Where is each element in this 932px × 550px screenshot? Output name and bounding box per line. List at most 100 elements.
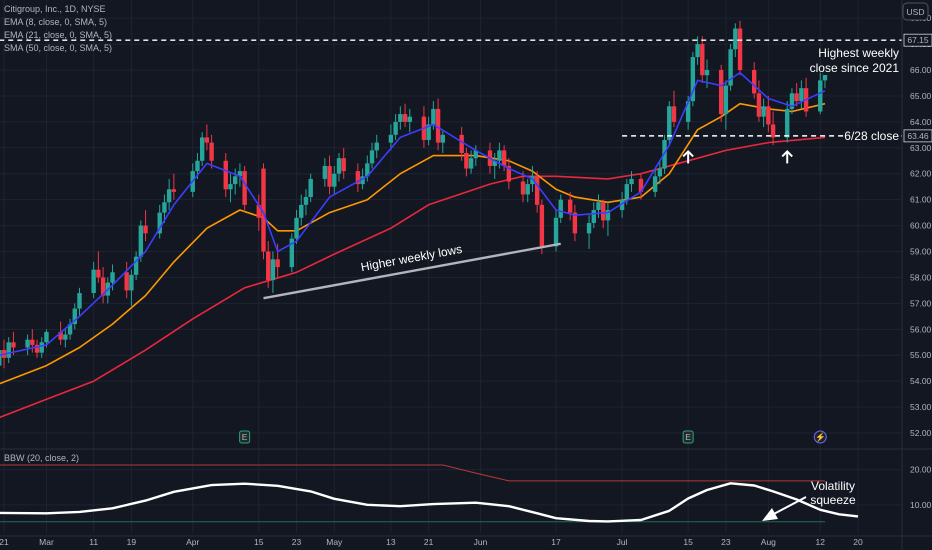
x-tick-label: 20 [853, 537, 863, 547]
candle-body [110, 272, 115, 283]
legend-title[interactable]: Citigroup, Inc., 1D, NYSE [4, 4, 106, 14]
candle [667, 101, 672, 146]
y-tick-label: 55.00 [910, 350, 932, 360]
candle-body [501, 150, 507, 166]
candle-body [365, 163, 370, 177]
y-tick-label: 52.00 [910, 428, 932, 438]
candle-body [223, 160, 228, 190]
x-tick-label: 19 [127, 537, 137, 547]
candle [567, 191, 573, 221]
candle [638, 173, 644, 200]
candle [237, 163, 243, 187]
candle-body [34, 344, 40, 353]
candle [492, 152, 497, 179]
y-tick-label: 63.00 [910, 143, 932, 153]
candle [162, 194, 167, 223]
close-628-text: 6/28 close [844, 129, 899, 143]
candle-body [30, 339, 35, 345]
candle [143, 210, 148, 242]
candle [336, 152, 342, 182]
candle-body [685, 101, 691, 122]
candle-body [591, 210, 596, 223]
candle [591, 202, 596, 229]
bbw-y-tick-label: 10.00 [910, 500, 932, 510]
candle-body [275, 259, 280, 268]
candle-body [789, 93, 795, 109]
candle-body [0, 350, 2, 366]
candle [341, 147, 346, 179]
legend-ema21[interactable]: EMA (21, close, 0, SMA, 5) [4, 30, 112, 40]
candle [133, 251, 139, 281]
x-tick-label: Aug [761, 537, 776, 547]
grid [0, 0, 902, 533]
candle-body [336, 158, 342, 174]
candle-body [261, 168, 266, 252]
candle-body [605, 210, 611, 221]
x-tick-label: 23 [292, 537, 302, 547]
candle-body [72, 308, 77, 325]
candle-body [733, 28, 738, 50]
candle-body [572, 212, 578, 234]
up-arrow [682, 149, 694, 164]
candle-body [751, 70, 757, 94]
candle-body [166, 189, 172, 203]
candle-body [308, 178, 313, 198]
candle [266, 241, 271, 288]
candle [459, 127, 464, 161]
candle [308, 173, 313, 203]
y-tick-label: 66.00 [910, 65, 932, 75]
x-tick-label: 15 [683, 537, 693, 547]
y-tick-label: 62.00 [910, 169, 932, 179]
candle-body [567, 199, 573, 213]
y-tick-label: 59.00 [910, 247, 932, 257]
candle [671, 90, 677, 128]
higher-lows-trendline [263, 242, 561, 300]
candle-body [63, 334, 68, 340]
candle [289, 233, 295, 273]
candle [756, 80, 762, 122]
candle [525, 178, 530, 203]
candle-body [700, 44, 705, 76]
candle-body [322, 165, 328, 179]
candle [799, 80, 804, 109]
legend-sma50[interactable]: SMA (50, close, 0, SMA, 5) [4, 43, 112, 53]
candle [209, 134, 214, 169]
volatility-squeeze-text-2: squeeze [810, 493, 856, 507]
x-tick-label: Mar [39, 537, 54, 547]
price-label-text: 67.15 [907, 35, 929, 45]
candle [770, 111, 776, 146]
candle [723, 80, 729, 130]
ema8-layer [0, 71, 826, 356]
candle [72, 303, 77, 330]
candle [294, 210, 299, 244]
candle [586, 215, 592, 249]
candle-body [431, 108, 436, 125]
candle [629, 171, 634, 192]
candle-body [327, 165, 332, 187]
candle-body [407, 116, 412, 122]
candle-body [341, 158, 346, 172]
candle-body [652, 176, 658, 192]
candle [751, 62, 757, 99]
candle-body [690, 57, 696, 102]
event-marker-symbol: ⚡ [815, 432, 826, 443]
candle-body [459, 134, 464, 153]
candle-body [704, 70, 710, 76]
legend-bbw[interactable]: BBW (20, close, 2) [4, 453, 79, 463]
legend-ema8[interactable]: EMA (8, close, 0, SMA, 5) [4, 17, 107, 27]
candle [605, 202, 611, 236]
volatility-arrow-head [762, 508, 778, 521]
candle [100, 267, 106, 304]
candle [393, 114, 398, 141]
currency-label: USD [907, 7, 925, 17]
candle [464, 147, 469, 177]
candle [355, 163, 361, 192]
candle [332, 165, 337, 195]
candle-body [138, 225, 144, 257]
candle-body [195, 160, 200, 172]
candle [468, 150, 474, 174]
candle-body [785, 108, 790, 138]
y-tick-label: 60.00 [910, 221, 932, 231]
currency-button[interactable]: USD [902, 2, 929, 21]
candle-body [129, 274, 134, 291]
